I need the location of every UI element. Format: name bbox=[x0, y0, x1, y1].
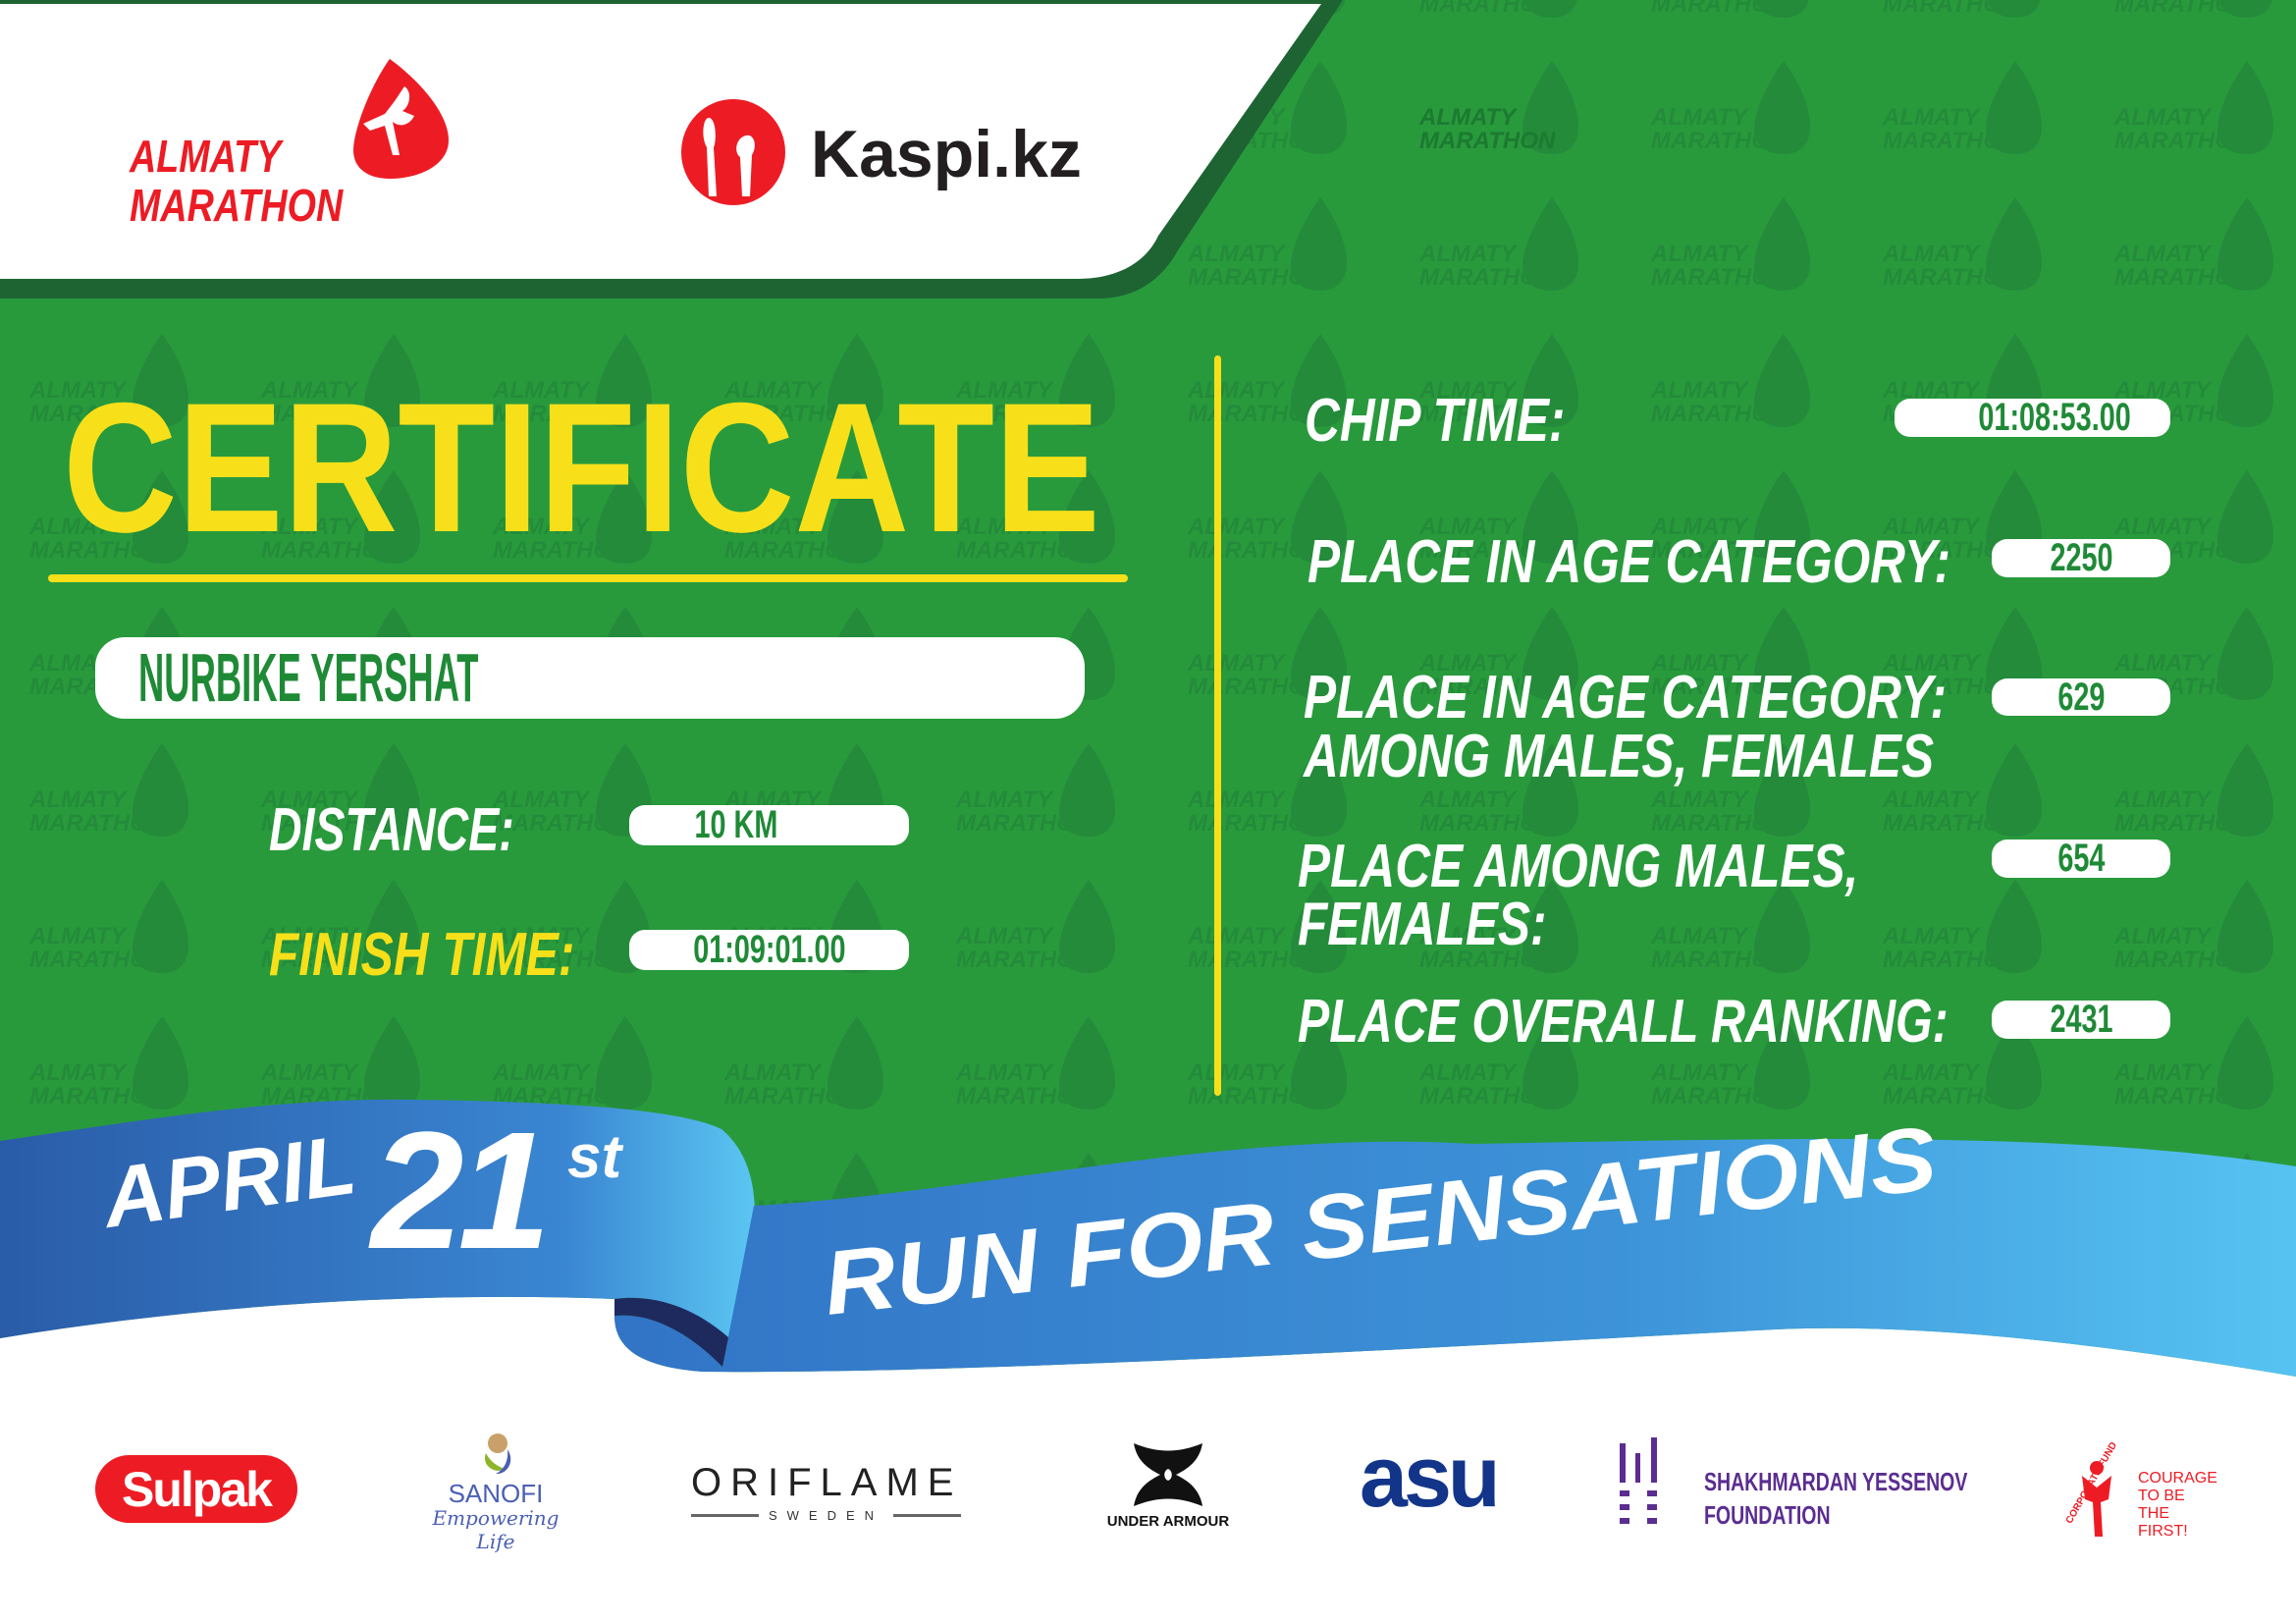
runner-drop-icon bbox=[353, 59, 449, 179]
place-age-category-value: 2250 bbox=[2049, 536, 2113, 579]
place-age-category-value-box: 2250 bbox=[1992, 536, 2170, 579]
courage-text: COURAGE TO BE THE FIRST! bbox=[2138, 1470, 2217, 1541]
sponsor-asu-logo: asu bbox=[1360, 1428, 1501, 1525]
ribbon-day: 21 bbox=[371, 1098, 551, 1284]
place-overall-value: 2431 bbox=[2049, 998, 2113, 1041]
logo-text-marathon: MARATHON bbox=[130, 180, 344, 231]
courage-runner-icon bbox=[2082, 1461, 2111, 1537]
finish-time-value-box: 01:09:01.00 bbox=[629, 928, 909, 971]
vertical-divider bbox=[1214, 355, 1221, 1096]
sponsor-under-armour-logo: UNDER ARMOUR bbox=[1080, 1441, 1256, 1530]
place-age-category-gender-label-2: AMONG MALES, FEMALES bbox=[1304, 723, 1935, 790]
almaty-marathon-logo: ALMATY MARATHON bbox=[128, 57, 452, 234]
place-gender-label-1: PLACE AMONG MALES, bbox=[1298, 833, 1859, 900]
oriflame-sub: SWEDEN bbox=[768, 1508, 884, 1523]
sponsor-sanofi-logo: SANOFI Empowering Life bbox=[417, 1432, 574, 1553]
certificate-title: CERTIFICATE bbox=[63, 364, 1100, 570]
sponsor-oriflame-logo: ORIFLAME SWEDEN bbox=[691, 1463, 961, 1523]
sponsor-yessenov-logo: SHAKHMARDAN YESSENOV FOUNDATION bbox=[1618, 1434, 1967, 1530]
finish-time-value: 01:09:01.00 bbox=[692, 928, 846, 971]
yessenov-line1: SHAKHMARDAN YESSENOV bbox=[1704, 1467, 1968, 1496]
title-underline bbox=[48, 574, 1128, 582]
sponsor-sulpak-logo: Sulpak bbox=[95, 1455, 297, 1523]
kaspi-text: Kaspi.kz bbox=[811, 117, 1082, 191]
place-overall-label: PLACE OVERALL RANKING: bbox=[1298, 988, 1949, 1056]
chip-time-label: CHIP TIME: bbox=[1305, 387, 1566, 455]
ribbon-day-suffix: st bbox=[567, 1123, 622, 1191]
place-age-category-label: PLACE IN AGE CATEGORY: bbox=[1308, 528, 1950, 596]
place-age-category-gender-value-box: 629 bbox=[1992, 676, 2170, 719]
distance-value: 10 KM bbox=[694, 803, 778, 846]
place-age-category-gender-label-1: PLACE IN AGE CATEGORY: bbox=[1304, 664, 1947, 731]
chip-time-value: 01:08:53.00 bbox=[1978, 396, 2131, 439]
distance-label: DISTANCE: bbox=[269, 796, 514, 864]
watermark-text-2: MARATHON bbox=[1419, 128, 1556, 154]
yessenov-bars-icon bbox=[1620, 1437, 1657, 1524]
yessenov-line2: FOUNDATION bbox=[1704, 1500, 1831, 1530]
logo-text-almaty: ALMATY bbox=[130, 131, 282, 182]
under-armour-icon bbox=[1134, 1443, 1202, 1506]
place-gender-label-2: FEMALES: bbox=[1298, 891, 1547, 958]
place-overall-value-box: 2431 bbox=[1992, 998, 2170, 1041]
sanofi-drop-icon bbox=[485, 1434, 511, 1475]
sponsor-courage-fund-logo: CORPORATE FUND COURAGE TO BE THE FIRST! bbox=[2050, 1438, 2217, 1542]
kaspi-people-icon bbox=[681, 99, 785, 205]
sanofi-tagline: Empowering Life bbox=[432, 1506, 560, 1553]
participant-name-field: NURBIKE YERSHAT bbox=[95, 637, 1085, 719]
participant-name: NURBIKE YERSHAT bbox=[138, 639, 479, 716]
watermark: ALMATY MARATHON bbox=[1419, 106, 1555, 153]
under-armour-name: UNDER ARMOUR bbox=[1106, 1513, 1230, 1530]
place-gender-value: 654 bbox=[2056, 837, 2106, 880]
courage-line1: COURAGE bbox=[2138, 1470, 2217, 1487]
watermark-text-1: ALMATY bbox=[1419, 104, 1517, 131]
kaspi-logo: Kaspi.kz bbox=[679, 98, 1092, 208]
distance-value-box: 10 KM bbox=[629, 803, 909, 846]
place-age-category-gender-value: 629 bbox=[2056, 675, 2106, 719]
chip-time-value-box: 01:08:53.00 bbox=[1895, 396, 2170, 439]
sanofi-name: SANOFI bbox=[448, 1479, 544, 1508]
place-gender-value-box: 654 bbox=[1992, 837, 2170, 880]
courage-line3: THE FIRST! bbox=[2138, 1505, 2188, 1540]
courage-line2: TO BE bbox=[2138, 1488, 2185, 1504]
finish-time-label: FINISH TIME: bbox=[269, 921, 575, 989]
oriflame-name: ORIFLAME bbox=[691, 1461, 963, 1504]
